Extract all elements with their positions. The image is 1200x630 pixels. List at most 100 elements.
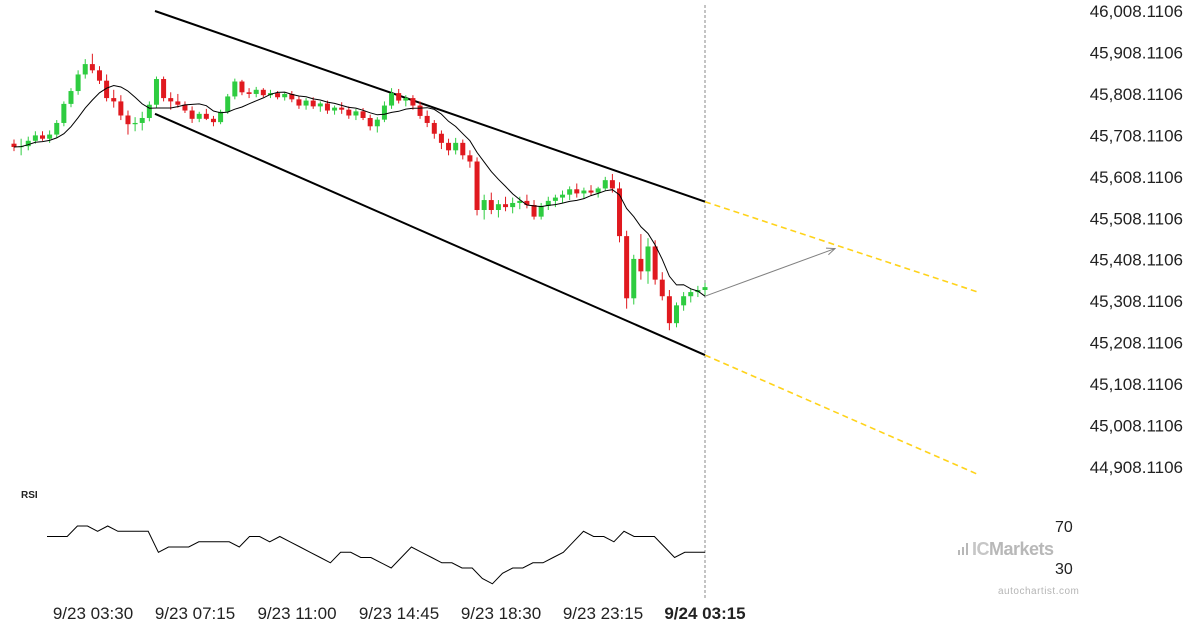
candle-body	[652, 246, 658, 280]
candle-body	[210, 118, 216, 123]
candle-body	[218, 111, 224, 123]
candle-body	[688, 292, 694, 297]
candle-body	[510, 202, 516, 208]
candle-body	[232, 81, 238, 97]
channel-lower-line	[154, 112, 706, 356]
candle-body	[239, 81, 245, 93]
candle-body	[61, 103, 67, 123]
candle-body	[431, 122, 437, 134]
projection-arrowhead	[825, 247, 837, 256]
candle-body	[674, 305, 680, 324]
candle-body	[89, 64, 95, 71]
rsi-line	[47, 525, 705, 585]
candle-body	[389, 93, 395, 106]
candle-body	[125, 115, 131, 125]
candle-body	[581, 190, 587, 194]
candle-body	[346, 109, 352, 116]
candle-body	[702, 287, 708, 291]
candle-body	[175, 101, 181, 105]
y-tick-label: 46,008.1106	[1090, 2, 1183, 21]
logo-prefix: IC	[972, 539, 990, 559]
y-tick-label: 44,908.1106	[1090, 458, 1183, 477]
candle-body	[645, 246, 651, 272]
candle-body	[666, 296, 672, 324]
candle-body	[567, 189, 573, 195]
logo-bars-icon	[958, 543, 970, 555]
candle-body	[189, 110, 195, 119]
candle-body	[275, 93, 281, 98]
candle-body	[310, 100, 316, 107]
candle-body	[659, 279, 665, 297]
candle-body	[617, 188, 623, 237]
candle-body	[289, 93, 295, 100]
candle-body	[182, 104, 188, 111]
candle-body	[474, 161, 480, 211]
candle-body	[332, 107, 338, 111]
candle-body	[609, 180, 615, 189]
candle-body	[396, 93, 402, 101]
candle-body	[324, 103, 330, 111]
candle-body	[552, 197, 558, 201]
candle-body	[339, 107, 345, 110]
candle-body	[132, 122, 138, 125]
candle-body	[595, 188, 601, 193]
candle-body	[104, 80, 110, 99]
rsi-tick-label: 30	[1055, 561, 1073, 578]
candle-body	[146, 104, 152, 118]
candle-body	[282, 93, 288, 98]
candle-body	[118, 101, 124, 116]
candle-body	[574, 189, 580, 194]
candle-body	[225, 96, 231, 112]
projection-arrow-line	[704, 248, 836, 297]
candle-body	[246, 92, 252, 94]
candle-body	[39, 135, 45, 139]
candle-body	[168, 98, 174, 102]
candle-body	[417, 105, 423, 116]
candle-body	[681, 296, 687, 306]
rsi-tick-label: 70	[1055, 519, 1073, 536]
x-tick-label: 9/23 23:15	[563, 604, 643, 623]
y-tick-label: 45,708.1106	[1090, 126, 1183, 145]
candle-body	[488, 200, 494, 211]
candle-body	[438, 133, 444, 143]
moving-average-line	[13, 84, 706, 297]
candle-body	[467, 155, 473, 162]
y-tick-label: 45,808.1106	[1090, 85, 1183, 104]
candle-body	[253, 89, 259, 94]
candle-body	[381, 105, 387, 120]
candle-body	[531, 205, 537, 217]
y-tick-label: 45,508.1106	[1090, 209, 1183, 228]
candle-body	[196, 113, 202, 119]
candle-body	[517, 200, 523, 203]
candle-body	[481, 200, 487, 211]
candle-body	[296, 99, 302, 106]
candle-body	[524, 200, 530, 206]
candle-body	[424, 115, 430, 123]
channel-upper-line	[154, 10, 706, 203]
candle-body	[25, 140, 31, 147]
candle-body	[161, 79, 167, 99]
x-tick-label: 9/23 14:45	[359, 604, 439, 623]
candle-body	[446, 142, 452, 151]
projection-upper-line	[704, 200, 979, 293]
candle-body	[153, 79, 159, 105]
rsi-label: RSI	[21, 490, 38, 501]
candle-body	[11, 143, 17, 148]
y-tick-label: 45,308.1106	[1090, 292, 1183, 311]
candle-body	[367, 117, 373, 127]
x-tick-label: 9/24 03:15	[664, 604, 745, 623]
candle-body	[360, 111, 366, 118]
candle-body	[75, 74, 81, 92]
candle-body	[624, 236, 630, 299]
y-tick-label: 45,108.1106	[1090, 375, 1183, 394]
x-tick-label: 9/23 18:30	[461, 604, 541, 623]
candle-body	[260, 89, 266, 96]
candle-body	[453, 142, 459, 151]
candle-body	[560, 194, 566, 198]
candle-body	[460, 142, 466, 156]
candle-body	[538, 205, 544, 217]
candle-body	[602, 180, 608, 189]
x-tick-label: 9/23 07:15	[155, 604, 235, 623]
candle-body	[403, 98, 409, 101]
